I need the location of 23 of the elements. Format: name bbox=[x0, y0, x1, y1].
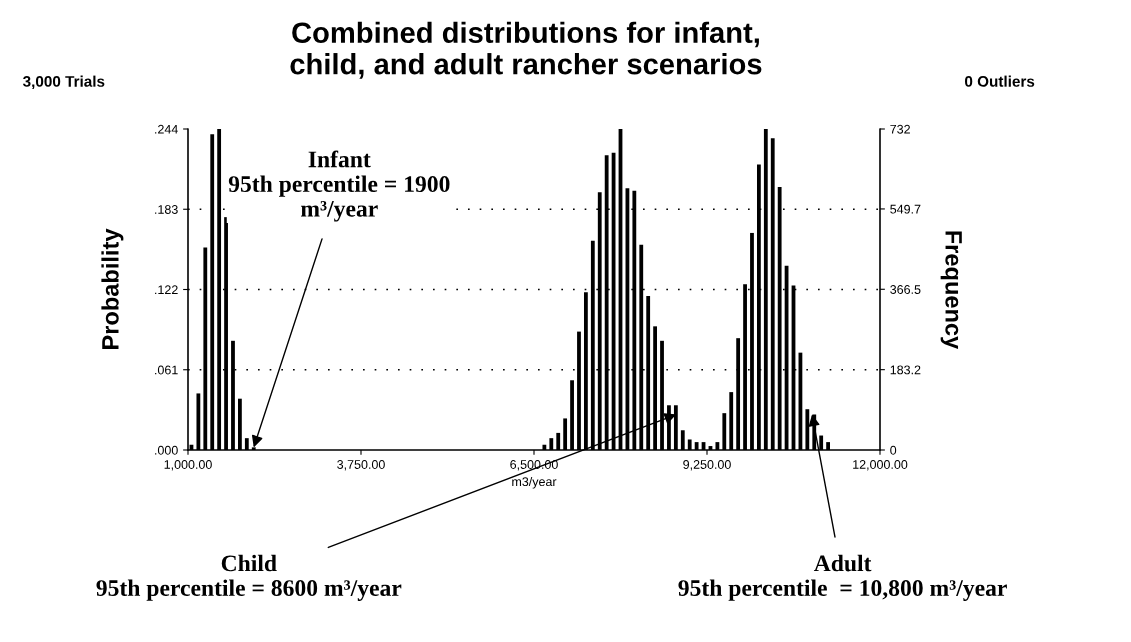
y2-axis-title: Frequency bbox=[940, 231, 962, 350]
annotation: Child 95th percentile = 8600 m³/year bbox=[96, 554, 402, 601]
y2-tick-label: 549.7 bbox=[890, 204, 921, 214]
chart-title: Combined distributions for infant, child, and adult rancher scenarios bbox=[290, 21, 762, 79]
y-tick-label: .061 bbox=[155, 365, 178, 375]
annotation: Infant 95th percentile = 1900 m³/year bbox=[228, 150, 450, 222]
y-axis-title: Probability bbox=[101, 228, 124, 349]
x-tick-label: 1,000.00 bbox=[164, 460, 212, 471]
y2-tick-label: 0 bbox=[890, 445, 897, 455]
y2-tick-label: 732 bbox=[890, 124, 910, 134]
y2-tick-label: 183.2 bbox=[890, 365, 921, 375]
y2-tick-label: 366.5 bbox=[890, 285, 921, 294]
x-tick-label: 9,250.00 bbox=[683, 460, 731, 471]
x-axis-title: m3/year bbox=[512, 476, 557, 489]
x-tick-label: 3,750.00 bbox=[337, 460, 385, 471]
annotation: Adult 95th percentile = 10,800 m³/year bbox=[678, 554, 1007, 601]
y-tick-label: .000 bbox=[155, 445, 178, 455]
y-tick-label: .183 bbox=[155, 205, 178, 214]
y-tick-label: .244 bbox=[155, 124, 178, 134]
text: 3,000 Trials bbox=[22, 75, 105, 90]
text: 0 Outliers bbox=[965, 75, 1035, 87]
x-tick-label: 12,000.00 bbox=[853, 460, 908, 471]
y-tick-label: .122 bbox=[155, 285, 178, 295]
